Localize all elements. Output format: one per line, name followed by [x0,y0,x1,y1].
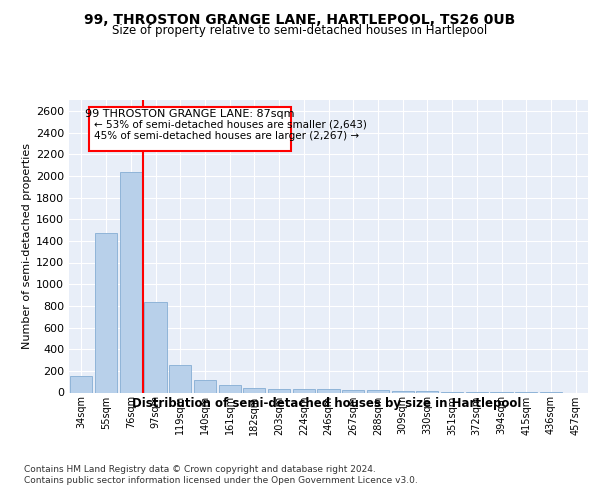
Bar [145,302,167,392]
Bar [218,386,241,392]
Bar [392,390,414,392]
Bar [169,365,191,392]
Text: Contains HM Land Registry data © Crown copyright and database right 2024.: Contains HM Land Registry data © Crown c… [24,465,376,474]
Y-axis label: Number of semi-detached properties: Number of semi-detached properties [22,143,32,350]
Bar [70,376,92,392]
Text: 99 THROSTON GRANGE LANE: 87sqm: 99 THROSTON GRANGE LANE: 87sqm [85,110,295,120]
Bar [194,380,216,392]
Text: Contains public sector information licensed under the Open Government Licence v3: Contains public sector information licen… [24,476,418,485]
Text: Distribution of semi-detached houses by size in Hartlepool: Distribution of semi-detached houses by … [133,398,521,410]
Text: Size of property relative to semi-detached houses in Hartlepool: Size of property relative to semi-detach… [112,24,488,37]
Bar [293,389,315,392]
Text: ← 53% of semi-detached houses are smaller (2,643): ← 53% of semi-detached houses are smalle… [94,120,367,130]
Bar [317,390,340,392]
Text: 99, THROSTON GRANGE LANE, HARTLEPOOL, TS26 0UB: 99, THROSTON GRANGE LANE, HARTLEPOOL, TS… [85,12,515,26]
Bar [268,388,290,392]
FancyBboxPatch shape [89,106,292,151]
Bar [367,390,389,392]
Bar [95,233,117,392]
Bar [342,390,364,392]
Bar [243,388,265,392]
Bar [119,172,142,392]
Text: 45% of semi-detached houses are larger (2,267) →: 45% of semi-detached houses are larger (… [94,131,359,141]
